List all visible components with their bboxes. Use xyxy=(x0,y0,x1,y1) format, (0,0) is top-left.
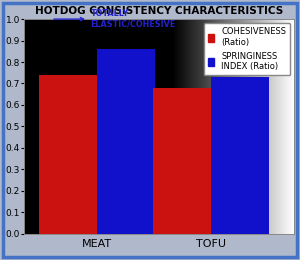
Text: TOTALLY
ELASTIC/COHESIVE: TOTALLY ELASTIC/COHESIVE xyxy=(54,9,176,29)
Title: HOTDOG CONSISTENCY CHARACTERISTICS: HOTDOG CONSISTENCY CHARACTERISTICS xyxy=(35,5,284,16)
Bar xyxy=(153,88,211,234)
Bar xyxy=(211,77,269,234)
Legend: COHESIVENESS
(Ratio), SPRINGINESS
INDEX (Ratio): COHESIVENESS (Ratio), SPRINGINESS INDEX … xyxy=(204,23,290,75)
Bar xyxy=(39,75,97,234)
Bar xyxy=(97,49,155,234)
